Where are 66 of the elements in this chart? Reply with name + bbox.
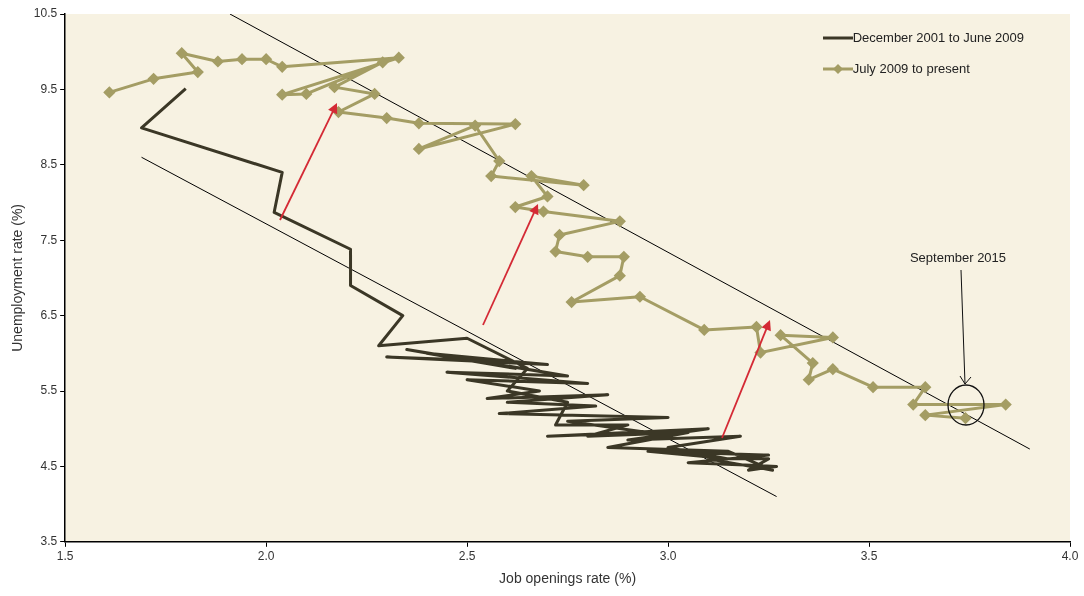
x-tick-label: 1.5 — [56, 549, 74, 564]
point — [377, 56, 389, 68]
point — [907, 399, 919, 411]
point — [554, 229, 566, 241]
point — [750, 321, 762, 333]
y-tick-label: 10.5 — [33, 6, 58, 21]
point — [867, 381, 879, 393]
point — [485, 170, 497, 182]
point — [537, 206, 549, 218]
y-tick-label: 3.5 — [40, 534, 58, 549]
point — [236, 53, 248, 65]
point — [212, 56, 224, 67]
point — [698, 324, 710, 336]
point — [827, 363, 839, 375]
y-tick-label: 6.5 — [40, 307, 58, 322]
point — [192, 66, 204, 78]
point — [614, 215, 626, 227]
point — [369, 88, 381, 100]
point — [393, 52, 405, 64]
point — [803, 374, 815, 386]
point — [413, 143, 425, 155]
point — [614, 270, 626, 282]
point — [807, 357, 819, 369]
point — [541, 190, 553, 202]
y-tick-label: 7.5 — [40, 232, 58, 247]
point — [148, 73, 160, 85]
point — [578, 179, 590, 191]
point — [260, 53, 272, 65]
point — [509, 201, 521, 213]
point — [469, 120, 481, 132]
legend-label: December 2001 to June 2009 — [852, 30, 1024, 45]
annotation: September 2015 — [909, 249, 1007, 265]
point — [566, 296, 578, 308]
y-tick-label: 8.5 — [40, 157, 58, 172]
point — [960, 412, 971, 424]
x-axis-title: Job openings rate (%) — [499, 570, 637, 587]
point — [550, 246, 562, 258]
point — [618, 251, 630, 263]
y-tick-label: 4.5 — [40, 458, 58, 473]
point — [276, 89, 288, 101]
point — [775, 329, 787, 341]
point — [509, 118, 521, 130]
x-tick-label: 2.0 — [257, 549, 275, 564]
x-tick-label: 2.5 — [458, 549, 476, 564]
point — [176, 47, 188, 59]
point — [103, 86, 115, 98]
y-tick-label: 5.5 — [40, 383, 58, 398]
point — [827, 331, 839, 343]
point — [1000, 399, 1012, 411]
x-tick-label: 3.5 — [860, 549, 878, 564]
y-tick-label: 9.5 — [40, 81, 58, 96]
point — [493, 155, 505, 167]
point — [755, 347, 767, 359]
point — [276, 61, 288, 73]
point — [413, 117, 425, 129]
point — [919, 381, 931, 393]
point — [300, 88, 312, 100]
x-tick-label: 3.0 — [659, 549, 677, 564]
point — [381, 112, 393, 124]
y-axis-title: Unemployment rate (%) — [9, 203, 26, 352]
point — [634, 291, 646, 303]
point — [525, 170, 537, 182]
x-tick-label: 4.0 — [1061, 549, 1079, 564]
legend-label: July 2009 to present — [852, 61, 970, 76]
point — [582, 251, 594, 263]
point — [919, 409, 931, 421]
